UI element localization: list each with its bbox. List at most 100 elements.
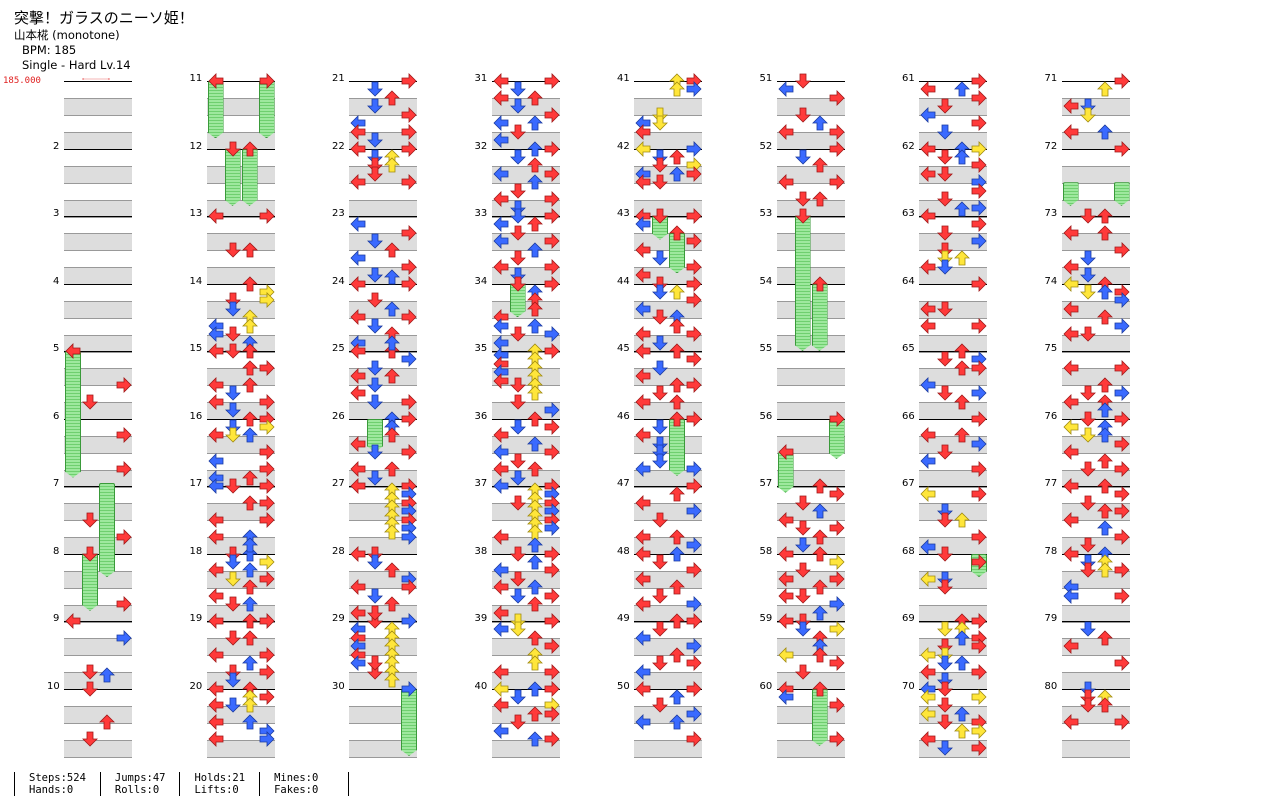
up-arrow-icon bbox=[669, 545, 685, 561]
down-arrow-icon bbox=[82, 512, 98, 528]
measure-42: 42 bbox=[585, 141, 705, 218]
beat-line bbox=[776, 705, 845, 707]
measure-number: 37 bbox=[474, 478, 488, 489]
up-arrow-icon bbox=[526, 410, 543, 426]
measure-35: 35 bbox=[443, 343, 563, 420]
up-arrow-icon bbox=[241, 596, 258, 612]
beat-line bbox=[776, 604, 845, 606]
beat-line bbox=[64, 419, 132, 420]
down-arrow-icon bbox=[224, 546, 241, 562]
song-title: 突撃！ガラスのニーソ姫！ bbox=[14, 9, 194, 27]
left-arrow-icon bbox=[350, 343, 366, 359]
right-arrow-icon bbox=[259, 292, 275, 309]
measure-line bbox=[776, 283, 845, 285]
measure-line bbox=[349, 216, 417, 217]
down-arrow-icon bbox=[937, 191, 953, 207]
beat-line bbox=[919, 672, 987, 673]
measure-number: 34 bbox=[474, 275, 488, 287]
beat-line bbox=[349, 419, 417, 420]
up-arrow-icon bbox=[669, 81, 685, 97]
left-arrow-icon bbox=[207, 393, 223, 410]
measure-line bbox=[206, 283, 275, 285]
beat-strip bbox=[491, 132, 560, 149]
down-arrow-icon bbox=[1079, 326, 1096, 342]
beat-line bbox=[1061, 672, 1130, 673]
up-arrow-icon bbox=[384, 427, 400, 443]
beat-line bbox=[64, 132, 132, 133]
down-arrow-icon bbox=[224, 596, 241, 612]
beat-line bbox=[634, 149, 702, 150]
beat-line bbox=[776, 537, 845, 538]
right-arrow-icon bbox=[829, 174, 845, 191]
left-arrow-icon bbox=[207, 73, 223, 89]
right-arrow-icon bbox=[971, 115, 987, 132]
left-arrow-icon bbox=[777, 688, 793, 705]
beat-line bbox=[1061, 233, 1130, 234]
beat-line bbox=[64, 199, 132, 201]
beat-line bbox=[634, 284, 702, 285]
beat-line bbox=[349, 486, 417, 488]
left-arrow-icon bbox=[635, 393, 651, 410]
left-arrow-icon bbox=[207, 646, 223, 663]
beat-strip bbox=[634, 739, 702, 757]
left-arrow-icon bbox=[207, 376, 223, 393]
left-arrow-icon bbox=[350, 309, 366, 326]
beat-line bbox=[491, 689, 560, 690]
up-arrow-icon bbox=[241, 469, 258, 485]
beat-line bbox=[64, 300, 132, 302]
beat-line bbox=[206, 705, 275, 707]
right-arrow-icon bbox=[544, 520, 560, 537]
up-arrow-icon bbox=[669, 166, 685, 182]
beat-line bbox=[491, 334, 560, 336]
right-arrow-icon bbox=[829, 89, 845, 106]
beat-strip bbox=[491, 368, 560, 385]
beat-line bbox=[64, 233, 132, 234]
beat-strip bbox=[634, 672, 702, 689]
measure-line bbox=[634, 351, 702, 352]
left-arrow-icon bbox=[207, 478, 223, 494]
left-arrow-icon bbox=[350, 174, 366, 191]
beat-line bbox=[491, 402, 560, 403]
measure-number: 3 bbox=[53, 208, 60, 219]
right-arrow-icon bbox=[544, 562, 560, 579]
measure-line bbox=[1061, 148, 1130, 150]
beat-line bbox=[634, 368, 702, 369]
beat-line bbox=[491, 554, 560, 555]
right-arrow-icon bbox=[544, 613, 560, 629]
down-arrow-icon bbox=[367, 394, 383, 410]
beat-line bbox=[206, 587, 275, 589]
beat-strip bbox=[919, 570, 987, 588]
measure-line bbox=[491, 688, 560, 690]
beat-strip bbox=[919, 368, 987, 385]
beat-line bbox=[776, 199, 845, 201]
measure-41: 41 bbox=[585, 73, 705, 150]
measure-number: 21 bbox=[332, 73, 345, 84]
down-arrow-icon bbox=[509, 208, 526, 224]
beat-line bbox=[491, 317, 560, 319]
up-arrow-icon bbox=[1096, 427, 1113, 443]
down-arrow-icon bbox=[937, 647, 953, 663]
beat-strip bbox=[919, 199, 987, 217]
up-arrow-icon bbox=[1096, 478, 1113, 494]
measure-number: 64 bbox=[902, 275, 915, 287]
measure-9: 9 bbox=[15, 613, 135, 690]
beat-line bbox=[491, 182, 560, 184]
up-arrow-icon bbox=[669, 225, 685, 241]
right-arrow-icon bbox=[401, 224, 417, 241]
right-arrow-icon bbox=[544, 418, 560, 435]
beat-line bbox=[919, 756, 987, 758]
hold-note bbox=[669, 419, 685, 476]
beat-line bbox=[349, 655, 417, 656]
right-arrow-icon bbox=[971, 140, 987, 157]
beat-strip bbox=[64, 132, 132, 149]
up-arrow-icon bbox=[526, 680, 543, 696]
left-arrow-icon bbox=[492, 73, 508, 89]
left-arrow-icon bbox=[492, 216, 508, 233]
beat-line bbox=[634, 250, 702, 251]
measure-number: 32 bbox=[474, 140, 488, 152]
measure-number: 40 bbox=[474, 680, 488, 692]
beat-strip bbox=[491, 604, 560, 622]
right-arrow-icon bbox=[686, 638, 702, 655]
beat-strip bbox=[491, 537, 560, 554]
beat-line bbox=[634, 165, 702, 167]
